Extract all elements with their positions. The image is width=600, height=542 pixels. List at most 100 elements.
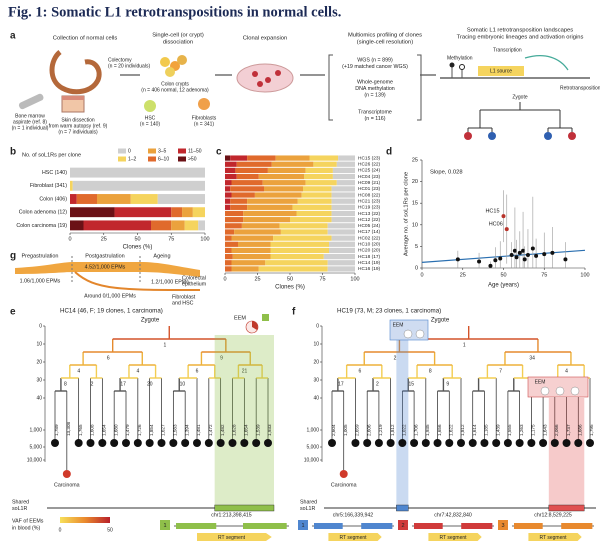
vaf-gradient: [60, 517, 110, 523]
clone-node: [492, 439, 501, 447]
vaf-label: in blood (%): [12, 525, 40, 531]
bar-segment: [331, 204, 355, 210]
y-tick-label: 5,000: [29, 444, 42, 450]
landscape-label: L1 source: [490, 68, 512, 74]
locus-exon: [243, 523, 287, 529]
vaf-tick: 0: [59, 527, 62, 533]
phase-label: Postgastrulation: [85, 253, 124, 259]
point: [530, 246, 535, 251]
clone-node: [216, 439, 225, 447]
branch-label: 34: [529, 355, 535, 361]
tissue-label: and HSC: [172, 300, 194, 306]
leaf-mutations: 1,263: [519, 424, 524, 436]
category-label: HSC (140): [42, 170, 67, 176]
bar-segment: [231, 180, 263, 186]
shared-label: soL1R: [12, 506, 27, 512]
bar-segment: [231, 192, 255, 198]
clone-node: [145, 439, 154, 447]
clone-node: [386, 439, 395, 447]
cell-label: (n = 140): [140, 121, 160, 127]
panel-label: g: [10, 251, 16, 262]
bar-segment: [198, 220, 205, 231]
leaf-mutations: 1,005: [343, 424, 348, 436]
bar-segment: [262, 180, 306, 186]
event-box: [160, 520, 170, 530]
leaf-mutations: 1,656: [437, 424, 442, 436]
legend-label: 11–50: [188, 148, 202, 154]
bar-segment: [258, 266, 328, 272]
rate-label: 1.2/1,000 EPMs: [151, 279, 189, 285]
category-label: HC12 (22): [358, 217, 381, 223]
bar-segment: [331, 186, 355, 192]
bar-segment: [70, 194, 77, 204]
eem-pie: [403, 329, 413, 339]
bar-segment: [327, 266, 355, 272]
bar-segment: [327, 260, 355, 266]
locus-label: chr7:42,832,840: [434, 512, 472, 518]
assay-label: (n = 116): [365, 116, 386, 122]
landscape-label: Retrotransposition: [560, 85, 600, 91]
locus-exon: [414, 523, 443, 529]
branch-label: 8: [429, 368, 432, 374]
landscape-label: Zygote: [512, 94, 528, 100]
eem-wedge: [252, 321, 258, 330]
category-label: HC20 (20): [358, 248, 381, 254]
leaf-mutations: 1,539: [255, 424, 260, 436]
vaf-tick: 50: [107, 527, 113, 533]
leaf-mutations: 1,935: [425, 424, 430, 436]
bar-segment: [225, 229, 235, 235]
bar-segment: [280, 229, 328, 235]
point: [509, 253, 514, 258]
segment-label: RT segment: [218, 535, 246, 541]
category-label: HC01 (23): [358, 186, 381, 192]
bar-segment: [313, 161, 337, 167]
x-tick-label: 25: [101, 236, 107, 242]
shared-label: Shared: [300, 499, 317, 505]
rate-label: 1.06/1,000 EPMs: [20, 278, 61, 284]
leaf-mutations: 2,604: [331, 424, 336, 436]
point: [542, 252, 547, 257]
y-tick-label: 30: [313, 377, 319, 383]
bar-segment: [225, 204, 231, 210]
clone-node: [574, 439, 583, 447]
assay-label: Transcriptome: [358, 109, 392, 115]
step-header: Clonal expansion: [243, 36, 287, 42]
leaf-mutations: 1,482: [220, 424, 225, 436]
point: [493, 258, 498, 263]
y-tick-label: 1,000: [306, 427, 319, 433]
bar-segment: [265, 260, 328, 266]
trend-line: [421, 249, 586, 263]
branch-label: 21: [242, 368, 248, 374]
locus-exon: [176, 523, 217, 529]
legend-swatch: [118, 156, 126, 162]
cell-label: (n = 341): [194, 121, 214, 127]
bar-segment: [97, 194, 131, 204]
bar-segment: [331, 198, 355, 204]
bar-segment: [297, 198, 332, 204]
clone-node: [181, 439, 190, 447]
category-label: HC18 (17): [358, 254, 381, 260]
step-header: Collection of normal cells: [53, 36, 118, 42]
eem-box: [262, 314, 269, 321]
bar-segment: [305, 167, 333, 174]
root-label: Zygote: [141, 318, 160, 324]
panel-label: c: [216, 147, 222, 158]
x-tick-label: 0: [68, 236, 71, 242]
point: [517, 250, 522, 255]
carcinoma-label: Carcinoma: [54, 482, 80, 488]
point: [525, 253, 530, 258]
locus-exon: [461, 523, 493, 529]
x-tick-label: 0: [223, 276, 226, 282]
y-tick-label: 1,000: [29, 427, 42, 433]
y-tick-label: 20: [412, 179, 418, 185]
bar-segment: [70, 180, 73, 191]
segment-label: RT segment: [539, 535, 567, 541]
bar-segment: [327, 229, 355, 235]
y-tick-label: 40: [313, 395, 319, 401]
leaf-mutations: 1,933: [267, 424, 272, 436]
leaf-mutations: 1,175: [531, 424, 536, 436]
leaf-mutations: 13,308: [66, 422, 71, 436]
annotation: HC06: [489, 222, 503, 228]
bar-segment: [241, 223, 280, 229]
